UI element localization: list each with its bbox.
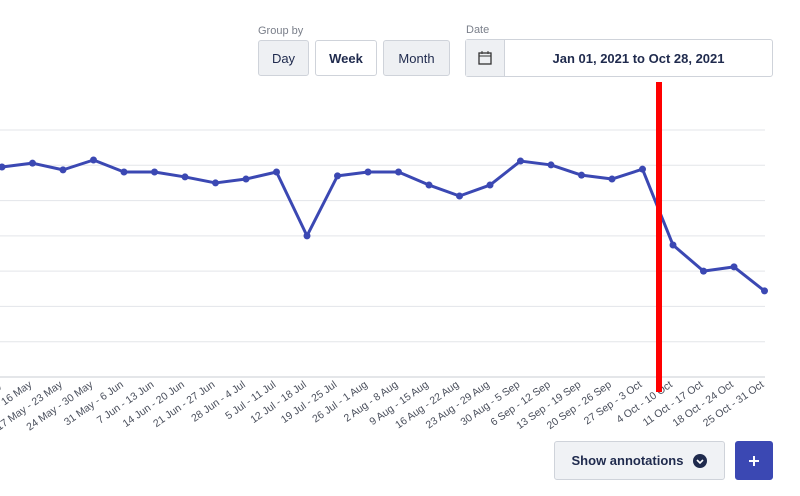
point (303, 232, 311, 240)
group-by-option[interactable]: Month (383, 40, 450, 76)
date-range: Jan 01, 2021 to Oct 28, 2021 (552, 50, 725, 66)
point (364, 168, 372, 176)
date-label: Date (466, 24, 490, 36)
point (120, 168, 128, 176)
point (181, 173, 189, 181)
point (578, 171, 585, 179)
group-by-option[interactable]: Day (258, 40, 309, 76)
point (456, 192, 463, 200)
show-annotations-button[interactable]: Show annotations (554, 441, 725, 480)
plus-icon (749, 455, 759, 466)
point (517, 157, 524, 165)
line (1, 158, 766, 293)
date-picker[interactable]: Jan 01, 2021 to Oct 28, 2021 (465, 39, 773, 77)
point (486, 181, 494, 189)
point (547, 161, 555, 169)
x-tick-label: y (0, 378, 4, 391)
point (700, 267, 707, 275)
calendar-icon (466, 40, 505, 76)
point (669, 241, 677, 249)
point (395, 168, 402, 176)
group-by-label: Group by (258, 25, 304, 37)
group-by-option[interactable]: Week (315, 40, 377, 76)
chevron-icon (693, 453, 708, 468)
point (425, 181, 433, 189)
point (59, 166, 67, 174)
point (334, 172, 341, 180)
point (608, 175, 616, 183)
add-button[interactable] (735, 441, 773, 480)
point (151, 168, 158, 176)
button-text: Show annotations (571, 453, 684, 468)
point (273, 168, 280, 176)
point (639, 165, 646, 173)
point (29, 159, 36, 167)
point (90, 156, 97, 164)
point (730, 263, 738, 271)
point (212, 179, 219, 187)
point (761, 287, 768, 295)
point (242, 175, 250, 183)
point (0, 163, 6, 171)
